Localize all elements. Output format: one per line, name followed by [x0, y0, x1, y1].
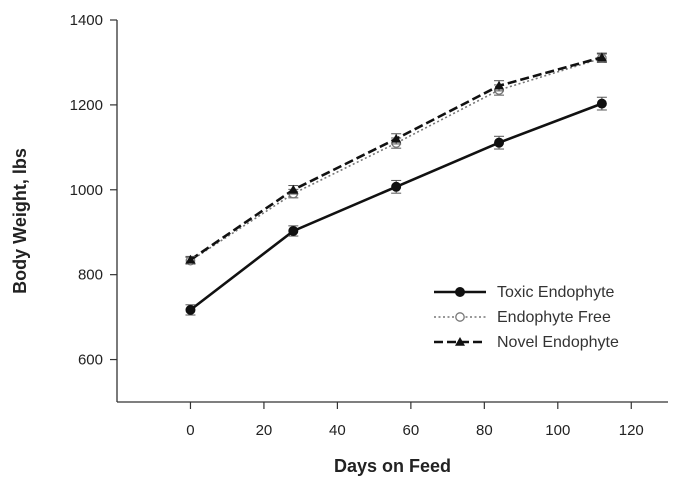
x-tick-label-0: 0 [186, 422, 194, 439]
point-2-3 [494, 80, 505, 90]
y-axis-title: Body Weight, lbs [10, 148, 30, 294]
legend-label-1: Endophyte Free [497, 309, 611, 326]
series-line-1 [190, 57, 603, 262]
y-tick-label-600: 600 [78, 352, 103, 369]
x-tick-label-60: 60 [403, 422, 420, 439]
point-2-4 [596, 52, 607, 62]
ticks: 0 20 40 60 80 100 120 600 800 1000 1200 1400 [70, 12, 644, 439]
series-1 [185, 53, 607, 266]
point-2-2 [391, 133, 402, 143]
point-0-2 [391, 181, 402, 192]
y-tick-label-1000: 1000 [70, 182, 103, 199]
point-0-1 [288, 225, 299, 236]
series-layer [185, 52, 607, 316]
series-0 [185, 96, 607, 316]
point-0-4 [596, 98, 607, 109]
x-tick-label-100: 100 [545, 422, 570, 439]
series-2 [185, 52, 607, 264]
y-tick-label-1200: 1200 [70, 97, 103, 114]
point-0-3 [494, 137, 505, 148]
x-tick-label-20: 20 [256, 422, 273, 439]
y-tick-label-1400: 1400 [70, 12, 103, 29]
legend-marker-2 [455, 337, 465, 346]
x-tick-label-40: 40 [329, 422, 346, 439]
x-tick-label-120: 120 [619, 422, 644, 439]
point-2-0 [185, 254, 196, 264]
point-0-0 [185, 304, 196, 315]
legend-label-0: Toxic Endophyte [497, 284, 615, 301]
x-axis-title: Days on Feed [334, 456, 451, 476]
x-tick-label-80: 80 [476, 422, 493, 439]
y-tick-label-800: 800 [78, 267, 103, 284]
legend-marker-0 [455, 287, 465, 297]
axes [116, 20, 668, 403]
legend-label-2: Novel Endophyte [497, 334, 619, 351]
series-line-2 [189, 56, 603, 261]
point-2-1 [288, 184, 299, 194]
legend-marker-1 [455, 312, 465, 322]
legend: Toxic Endophyte Endophyte Free Novel Endop… [434, 284, 619, 351]
